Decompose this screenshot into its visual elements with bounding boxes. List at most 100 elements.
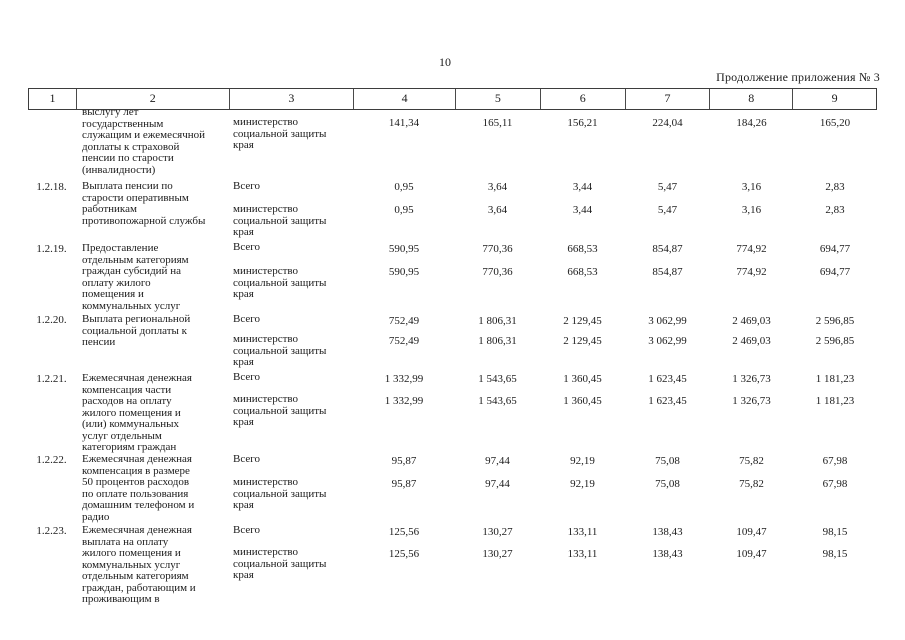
value-cell: 2 469,03 [732,315,771,327]
value-cell: 3,44 [572,181,593,193]
column-header-4: 4 [353,89,455,109]
budget-holder-total: Всего [233,241,260,253]
value-cell: 130,27 [482,526,513,538]
value-cell: 770,36 [482,266,513,278]
value-cell: 125,56 [388,526,420,538]
value-cell: 138,43 [652,526,683,538]
column-header-3: 3 [228,89,354,109]
value-cell: 2,83 [825,181,845,193]
value-cell: 138,43 [652,548,683,560]
row-number: 1.2.18. [36,181,67,193]
value-cell: 75,08 [655,455,680,467]
value-cell: 75,08 [655,478,680,490]
value-cell: 133,11 [567,526,598,538]
measure-name: Выплата региональной социальной доплаты … [82,313,191,348]
measure-name: Ежемесячная денежная компенсация в разме… [82,453,195,523]
value-cell: 165,11 [482,117,513,129]
measure-name: выслугу лет государственным служащим и е… [82,106,205,176]
table-header-row: 1 2 3 4 5 6 7 8 9 [28,88,877,110]
values-ministry-row: 0,95 3,64 3,44 5,47 3,16 2,83 [353,204,877,216]
value-cell: 3,64 [487,204,508,216]
value-cell: 3,16 [741,181,762,193]
value-cell: 2 469,03 [732,335,771,347]
value-cell: 0,95 [394,181,414,193]
budget-holder-total: Всего [233,313,260,325]
value-cell: 1 543,65 [478,395,517,407]
column-header-9: 9 [792,89,876,109]
value-cell: 590,95 [388,243,420,255]
value-cell: 97,44 [485,455,510,467]
value-cell: 1 360,45 [563,373,602,385]
value-cell: 668,53 [567,266,598,278]
value-cell: 2 129,45 [563,335,602,347]
value-cell: 854,87 [652,266,683,278]
values-total-row: 752,49 1 806,31 2 129,45 3 062,99 2 469,… [353,315,877,327]
row-number: 1.2.23. [36,525,67,537]
value-cell: 752,49 [388,315,420,327]
values-ministry-row: 125,56 130,27 133,11 138,43 109,47 98,15 [353,548,877,560]
value-cell: 98,15 [822,526,848,538]
value-cell: 156,21 [567,117,598,129]
value-cell: 141,34 [388,117,420,129]
budget-holder-ministry: министерство социальной защиты края [233,116,327,151]
value-cell: 130,27 [482,548,513,560]
value-cell: 774,92 [736,243,767,255]
budget-holder-ministry: министерство социальной защиты края [233,333,327,368]
row-number: 1.2.20. [36,314,67,326]
budget-holder-ministry: министерство социальной защиты края [233,393,327,428]
value-cell: 1 181,23 [815,373,855,385]
value-cell: 1 806,31 [478,315,517,327]
value-cell: 1 543,65 [478,373,517,385]
budget-holder-total: Всего [233,453,260,465]
column-header-7: 7 [624,89,710,109]
measure-name: Ежемесячная денежная компенсация части р… [82,372,192,453]
value-cell: 854,87 [652,243,683,255]
value-cell: 1 623,45 [648,395,687,407]
value-cell: 1 360,45 [563,395,602,407]
values-ministry-row: 590,95 770,36 668,53 854,87 774,92 694,7… [353,266,877,278]
column-header-2: 2 [75,89,229,109]
value-cell: 3 062,99 [648,335,687,347]
value-cell: 5,47 [657,181,678,193]
value-cell: 1 326,73 [732,373,771,385]
value-cell: 109,47 [736,548,767,560]
page-number: 10 [439,55,451,69]
budget-holder-total: Всего [233,371,260,383]
values-total-row: 1 332,99 1 543,65 1 360,45 1 623,45 1 32… [353,373,877,385]
value-cell: 3,16 [741,204,762,216]
budget-holder-ministry: министерство социальной защиты края [233,546,327,581]
value-cell: 1 181,23 [815,395,855,407]
value-cell: 95,87 [391,478,417,490]
values-ministry-row: 752,49 1 806,31 2 129,45 3 062,99 2 469,… [353,335,877,347]
value-cell: 3,64 [487,181,508,193]
values-total-row: 125,56 130,27 133,11 138,43 109,47 98,15 [353,526,877,538]
values-total-row: 0,95 3,64 3,44 5,47 3,16 2,83 [353,181,877,193]
measure-name: Предоставление отдельным категориям граж… [82,242,189,312]
measure-name: Ежемесячная денежная выплата на оплату ж… [82,524,196,605]
values-total-row: 590,95 770,36 668,53 854,87 774,92 694,7… [353,243,877,255]
values-ministry-row: 1 332,99 1 543,65 1 360,45 1 623,45 1 32… [353,395,877,407]
appendix-continuation-label: Продолжение приложения № 3 [716,70,880,84]
budget-holder-ministry: министерство социальной защиты края [233,476,327,511]
value-cell: 1 332,99 [384,373,424,385]
value-cell: 770,36 [482,243,513,255]
value-cell: 1 332,99 [384,395,424,407]
values-ministry-row: 95,87 97,44 92,19 75,08 75,82 67,98 [353,478,877,490]
value-cell: 97,44 [485,478,510,490]
value-cell: 67,98 [822,478,848,490]
value-cell: 0,95 [394,204,414,216]
value-cell: 2 129,45 [563,315,602,327]
values-total-row: 95,87 97,44 92,19 75,08 75,82 67,98 [353,455,877,467]
value-cell: 2 596,85 [815,315,855,327]
column-header-5: 5 [455,89,540,109]
value-cell: 75,82 [739,478,764,490]
value-cell: 694,77 [819,266,851,278]
value-cell: 3 062,99 [648,315,687,327]
value-cell: 125,56 [388,548,420,560]
value-cell: 1 806,31 [478,335,517,347]
budget-holder-ministry: министерство социальной защиты края [233,203,327,238]
budget-holder-ministry: министерство социальной защиты края [233,265,327,300]
row-number: 1.2.21. [36,373,67,385]
measure-name: Выплата пенсии по старости оперативным р… [82,180,206,227]
value-cell: 1 326,73 [732,395,771,407]
